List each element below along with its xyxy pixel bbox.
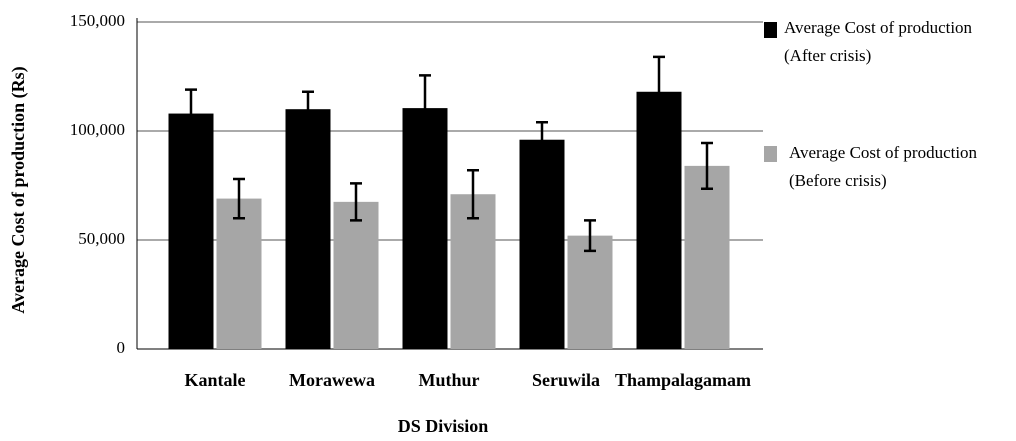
bar xyxy=(333,201,379,349)
legend-swatch xyxy=(764,146,777,162)
error-bar xyxy=(185,88,197,139)
error-bar xyxy=(350,182,362,222)
y-tick-label: 50,000 xyxy=(78,229,125,248)
y-tick-label: 0 xyxy=(117,338,126,357)
error-bar xyxy=(233,177,245,220)
y-tick-label: 150,000 xyxy=(70,11,125,30)
error-bar xyxy=(302,90,314,128)
x-tick-label: Muthur xyxy=(418,370,479,390)
legend-label: Average Cost of production (Before crisi… xyxy=(789,143,978,190)
error-bar xyxy=(653,55,665,128)
bar xyxy=(450,194,496,349)
error-bar xyxy=(419,74,431,143)
bar xyxy=(168,113,214,349)
y-axis-title: Average Cost of production (Rs) xyxy=(8,66,29,313)
bar xyxy=(567,235,613,349)
error-bar xyxy=(536,121,548,159)
x-tick-label: Kantale xyxy=(185,370,246,390)
x-tick-label: Morawewa xyxy=(289,370,375,390)
error-bar xyxy=(584,219,596,253)
x-tick-label: Thampalagamam xyxy=(615,370,751,390)
bar xyxy=(519,139,565,349)
y-tick-label: 100,000 xyxy=(70,120,125,139)
error-bar xyxy=(467,168,479,220)
x-axis-title: DS Division xyxy=(398,416,489,436)
legend-swatch xyxy=(764,22,777,38)
legend-label: Average Cost of production (After crisis… xyxy=(784,18,973,65)
bar xyxy=(216,198,262,349)
bar xyxy=(285,109,331,349)
bar xyxy=(684,165,730,349)
bar xyxy=(636,91,682,349)
bar xyxy=(402,108,448,349)
error-bar xyxy=(701,141,713,191)
x-tick-label: Seruwila xyxy=(532,370,600,390)
